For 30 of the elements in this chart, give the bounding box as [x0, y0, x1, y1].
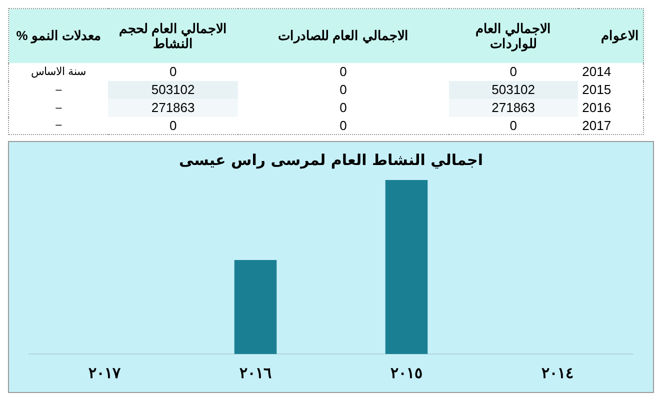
data-label: 503102 [448, 80, 578, 98]
y-tick-label: 2016 [581, 99, 612, 116]
y-tick-label: 2015 [581, 81, 612, 98]
text: سنة الاساس [31, 66, 86, 78]
data-label: 503102 [108, 80, 238, 98]
x-tick-label: الاجمالي العام للصادرات [238, 8, 449, 62]
x-tick-label: الاجمالي العام لحجم النشاط [108, 8, 238, 62]
x-tick-label: ٢٠١٤ [542, 365, 574, 382]
x-tick-label: معدلات النمو % [8, 8, 108, 62]
x-tick-label: ٢٠١٧ [88, 365, 122, 382]
data-label: 0 [338, 99, 348, 116]
data-label: 0 [338, 116, 348, 134]
data-label: 0 [168, 63, 178, 80]
y-axis-title: الاعوام [578, 8, 644, 62]
text: – [56, 119, 62, 132]
y-tick-label: 2017 [581, 116, 612, 134]
x-tick-label: ٢٠١٥ [390, 365, 422, 382]
data-label: 271863 [108, 98, 238, 116]
data-label: 271863 [448, 98, 578, 116]
data-label: 0 [508, 116, 518, 134]
data-label: 0 [168, 116, 178, 134]
data-label: 0 [338, 81, 348, 98]
x-tick-label: الاجمالي العام للواردات [448, 8, 578, 62]
text: – [56, 102, 62, 114]
y-tick-label: 2014 [581, 63, 612, 80]
chart-title: اجمالي النشاط العام لمرسى راس عيسى [178, 150, 484, 169]
text: – [56, 84, 62, 96]
data-label: 0 [338, 63, 348, 80]
x-tick-label: ٢٠١٦ [240, 365, 272, 382]
data-label: 0 [508, 63, 518, 80]
